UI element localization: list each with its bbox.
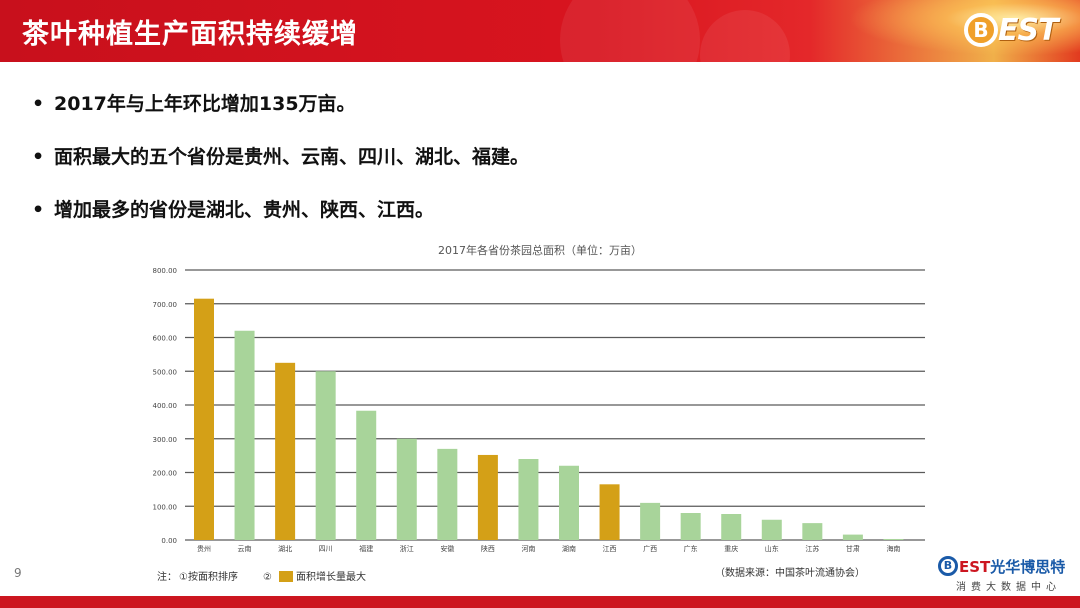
- footer-logo-est: EST: [959, 558, 991, 576]
- bar-贵州: [194, 298, 214, 540]
- bar-海南: [883, 538, 904, 540]
- x-tick-label: 山东: [765, 544, 779, 553]
- y-tick-label: 600.00: [153, 335, 178, 343]
- bar-江苏: [802, 523, 823, 540]
- note-highlight-mark: ②: [263, 572, 272, 583]
- footer-logo-brand: EST光华博思特: [959, 556, 1065, 577]
- bar-广西: [640, 502, 661, 540]
- y-tick-label: 300.00: [153, 436, 178, 444]
- x-tick-label: 广西: [643, 544, 657, 553]
- legend-swatch-gold: [279, 571, 293, 582]
- header-bar: 茶叶种植生产面积持续缓增 B EST: [0, 0, 1080, 62]
- chart-labels: 0.00 100.00 200.00 300.00 400.00 500.00 600.00…: [153, 267, 901, 553]
- page-number: 9: [14, 566, 22, 580]
- bar-陕西: [477, 454, 498, 540]
- bullet-dot: •: [32, 93, 45, 115]
- bar-云南: [234, 330, 255, 540]
- x-tick-label: 四川: [319, 545, 333, 553]
- data-source-note: （数据来源：中国茶叶流通协会）: [715, 566, 865, 579]
- bar-甘肃: [842, 534, 863, 540]
- bar-浙江: [396, 438, 417, 540]
- bullet-text: 面积最大的五个省份是贵州、云南、四川、湖北、福建。: [54, 146, 530, 168]
- chart-bars: [194, 298, 904, 540]
- x-tick-label: 福建: [359, 544, 373, 553]
- y-tick-label: 500.00: [153, 368, 178, 376]
- bar-湖北: [275, 362, 296, 540]
- x-tick-label: 湖北: [278, 544, 292, 553]
- x-tick-label: 江苏: [805, 544, 819, 553]
- bar-重庆: [721, 514, 742, 540]
- footer-bar: [0, 596, 1080, 608]
- x-tick-label: 贵州: [197, 544, 211, 553]
- best-logo-est: EST: [998, 13, 1059, 48]
- x-tick-label: 海南: [886, 544, 900, 553]
- x-tick-label: 重庆: [724, 544, 738, 553]
- best-logo: B EST: [964, 9, 1064, 53]
- header-light-burst: [820, 0, 1080, 62]
- x-tick-label: 甘肃: [846, 544, 860, 553]
- bullet-item: • 面积最大的五个省份是贵州、云南、四川、湖北、福建。: [30, 145, 529, 198]
- y-tick-label: 0.00: [161, 537, 177, 545]
- x-tick-label: 安徽: [440, 544, 454, 553]
- bullet-dot: •: [32, 199, 45, 221]
- footer-logo: B EST光华博思特 消费大数据中心: [938, 556, 1078, 596]
- header-decor-circle: [700, 10, 790, 62]
- y-tick-label: 700.00: [153, 301, 178, 309]
- bullet-item: • 增加最多的省份是湖北、贵州、陕西、江西。: [30, 198, 529, 251]
- footer-logo-tagline: 消费大数据中心: [956, 582, 1061, 593]
- tea-area-bar-chart: 2017年各省份茶园总面积（单位：万亩） 0.00 100.00 200.00 300…: [153, 243, 925, 583]
- chart-gridlines: [185, 269, 925, 541]
- y-tick-label: 800.00: [153, 267, 178, 275]
- bar-福建: [356, 410, 377, 540]
- bullet-text: 增加最多的省份是湖北、贵州、陕西、江西。: [54, 199, 435, 221]
- bar-山东: [761, 519, 782, 540]
- bar-河南: [518, 459, 539, 540]
- y-tick-label: 400.00: [153, 402, 178, 410]
- x-tick-label: 陕西: [481, 544, 495, 553]
- page-title: 茶叶种植生产面积持续缓增: [22, 19, 358, 50]
- bar-广东: [680, 513, 701, 540]
- note-sort-order: ①按面积排序: [179, 570, 238, 583]
- footer-logo-name: 光华博思特: [990, 558, 1066, 576]
- chart-title: 2017年各省份茶园总面积（单位：万亩）: [438, 243, 642, 257]
- best-logo-b: B: [964, 13, 998, 47]
- bullet-item: • 2017年与上年环比增加135万亩。: [30, 92, 529, 145]
- footer-logo-b: B: [938, 556, 958, 576]
- x-tick-label: 河南: [521, 544, 535, 553]
- bullet-list: • 2017年与上年环比增加135万亩。 • 面积最大的五个省份是贵州、云南、四川、…: [30, 92, 529, 251]
- bar-安徽: [437, 448, 458, 540]
- bar-湖南: [559, 465, 579, 540]
- bar-四川: [315, 371, 336, 540]
- note-highlight-label: 面积增长量最大: [296, 570, 366, 583]
- y-tick-label: 200.00: [153, 470, 178, 478]
- chart-legend-note: 注： ①按面积排序 ② 面积增长量最大 （数据来源：中国茶叶流通协会）: [157, 566, 865, 583]
- x-tick-label: 湖南: [562, 544, 576, 553]
- note-prefix: 注：: [157, 570, 177, 583]
- bullet-dot: •: [32, 146, 45, 168]
- bar-江西: [599, 484, 620, 540]
- x-tick-label: 云南: [238, 544, 252, 553]
- x-tick-label: 浙江: [400, 544, 414, 553]
- x-tick-label: 江西: [603, 545, 617, 553]
- header-decor-circle: [560, 0, 700, 62]
- y-tick-label: 100.00: [153, 503, 178, 511]
- bullet-text: 2017年与上年环比增加135万亩。: [54, 93, 356, 115]
- x-tick-label: 广东: [684, 544, 698, 553]
